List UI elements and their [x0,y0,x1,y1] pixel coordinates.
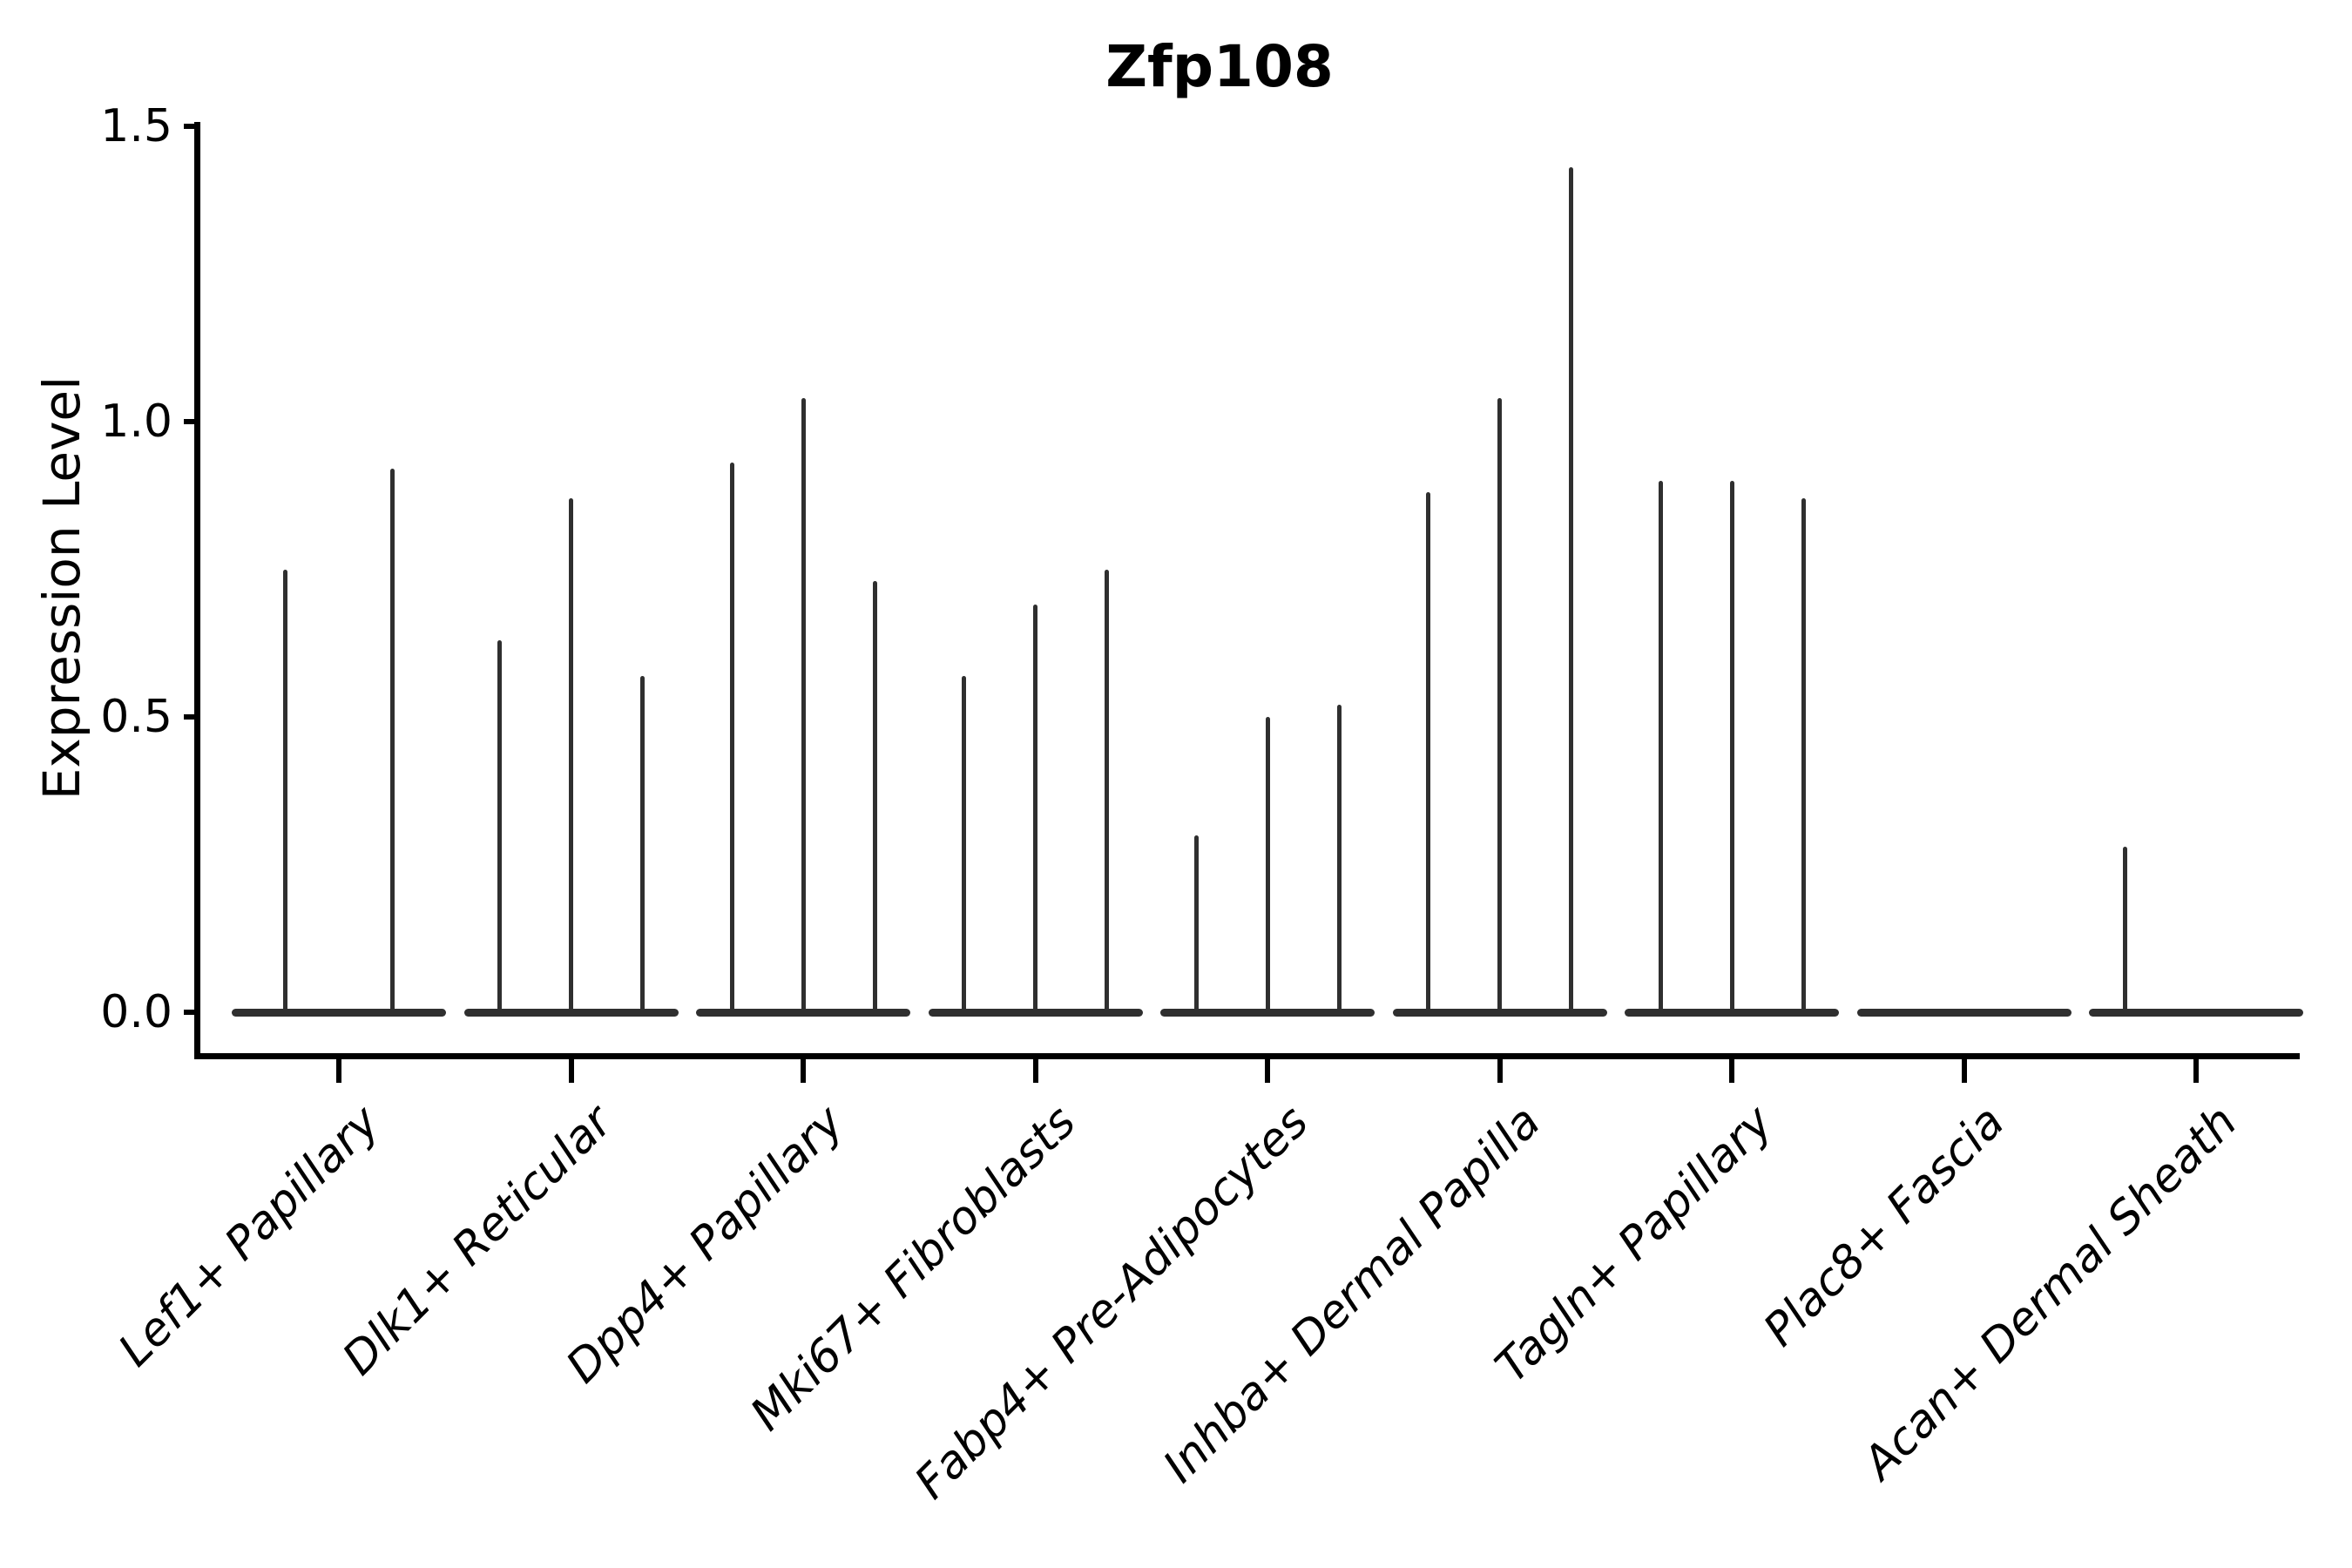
x-tick [1032,1059,1038,1083]
x-tick [1961,1059,1967,1083]
x-tick [568,1059,574,1083]
violin-baseline [2089,1008,2303,1017]
violin-spike [1569,167,1573,1012]
x-tick [1265,1059,1270,1083]
y-axis-spine [194,122,200,1059]
violin-baseline [1625,1008,1839,1017]
violin-spike [390,469,395,1012]
x-tick [801,1059,806,1083]
chart-title: Zfp108 [1105,33,1334,100]
violin-baseline [1392,1008,1607,1017]
x-tick-label: Plac8+ Fascia [1754,1096,2015,1357]
y-tick [184,714,197,720]
violin-baseline [928,1008,1143,1017]
violin-spike [2122,847,2127,1012]
x-tick [2193,1059,2199,1083]
violin-baseline [1856,1008,2072,1017]
x-tick-label: Acan+ Dermal Sheath [1853,1096,2247,1490]
violin-spike [729,463,734,1012]
violin-spike [283,569,287,1012]
violin-spike [1105,569,1109,1012]
x-tick-label: Fabp4+ Pre-Adipocytes [904,1096,1319,1510]
violin-baseline [463,1008,679,1017]
violin-spike [1729,480,1734,1012]
y-tick-label: 0.0 [100,986,172,1038]
y-tick-label: 1.0 [100,395,172,448]
violin-spike [1426,492,1430,1012]
violin-spike [640,675,645,1012]
y-tick-label: 1.5 [100,100,172,152]
y-tick [184,124,197,129]
violin-baseline [232,1008,446,1017]
y-tick [184,419,197,424]
violin-spike [962,675,966,1012]
violin-spike [569,498,573,1012]
violin-baseline [696,1008,910,1017]
violin-spike [1497,397,1502,1012]
violin-spike [1336,705,1342,1012]
violin-spike [872,581,877,1012]
x-axis-spine [194,1053,2300,1059]
y-tick [184,1010,197,1015]
y-tick-label: 0.5 [100,691,172,743]
violin-baseline [1160,1008,1375,1017]
violin-spike [801,397,806,1012]
violin-spike [497,639,502,1012]
x-tick [1729,1059,1734,1083]
x-tick [336,1059,341,1083]
violin-spike [1033,605,1037,1012]
violin-spike [1193,835,1199,1012]
violin-spike [1265,717,1270,1012]
violin-spike [1658,480,1663,1012]
violin-spike [1801,498,1806,1012]
x-tick [1497,1059,1503,1083]
x-tick-label: Inhba+ Dermal Papilla [1153,1096,1551,1493]
